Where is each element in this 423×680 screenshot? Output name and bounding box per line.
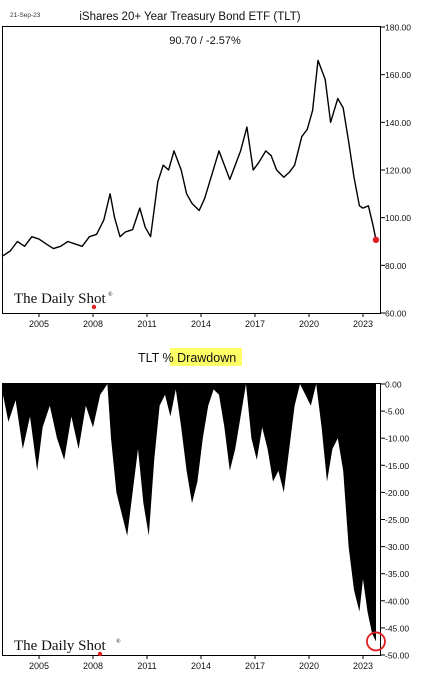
drawdown-y-tick-label: -40.00 [385, 596, 409, 606]
price-x-tick-label: 2020 [299, 319, 319, 329]
watermark-registered-mark-2: ® [116, 638, 121, 645]
price-plot-frame [2, 26, 381, 314]
drawdown-x-tick-label: 2023 [353, 661, 373, 671]
price-y-tick-label: 140.00 [385, 118, 411, 128]
drawdown-x-tick-label: 2017 [245, 661, 265, 671]
drawdown-y-tick-label: -35.00 [385, 569, 409, 579]
drawdown-x-tick-label: 2014 [191, 661, 211, 671]
drawdown-y-axis: 0.00 -5.00 -10.00 -15.00 -20.00 -25.00 -30.00 -… [381, 380, 409, 661]
price-x-tick-label: 2017 [245, 319, 265, 329]
drawdown-y-tick-label: -30.00 [385, 542, 409, 552]
price-y-axis: 60.00 80.00 100.00 120.00 140.00 160.00 180.00 [381, 23, 411, 319]
price-y-tick-label: 60.00 [385, 309, 407, 319]
drawdown-x-tick-label: 2008 [83, 661, 103, 671]
price-x-axis: 2005 2008 2011 2014 2017 2020 2023 [29, 313, 373, 329]
drawdown-x-tick-label: 2020 [299, 661, 319, 671]
watermark-dot [91, 304, 97, 310]
drawdown-y-tick-label: -15.00 [385, 461, 409, 471]
drawdown-watermark: The Daily Shot ® [14, 638, 121, 657]
price-chart-title: iShares 20+ Year Treasury Bond ETF (TLT) [79, 11, 300, 23]
watermark-dot-2 [97, 651, 103, 657]
price-x-tick-label: 2005 [29, 319, 49, 329]
price-x-tick-label: 2023 [353, 319, 373, 329]
drawdown-plot-frame [2, 383, 381, 656]
drawdown-x-axis: 2005 2008 2011 2014 2017 2020 2023 [29, 655, 373, 671]
drawdown-title-highlighted: Drawdown [177, 351, 236, 365]
drawdown-title-plain: TLT % [138, 351, 177, 365]
date-stamp: 21-Sep-23 [10, 12, 41, 19]
drawdown-area [3, 384, 376, 642]
watermark-text-2: The Daily Shot [14, 638, 106, 654]
drawdown-x-tick-label: 2005 [29, 661, 49, 671]
price-y-tick-label: 120.00 [385, 166, 411, 176]
watermark-registered-mark: ® [108, 291, 113, 298]
price-x-tick-label: 2008 [83, 319, 103, 329]
drawdown-y-tick-label: -20.00 [385, 488, 409, 498]
watermark-text: The Daily Shot [14, 291, 106, 307]
price-y-tick-label: 180.00 [385, 23, 411, 33]
price-last-point [372, 236, 380, 244]
drawdown-y-tick-label: -45.00 [385, 623, 409, 633]
drawdown-y-tick-label: -50.00 [385, 651, 409, 661]
price-y-tick-label: 100.00 [385, 213, 411, 223]
drawdown-chart-title: TLT % Drawdown [138, 351, 236, 365]
drawdown-title-highlight [170, 348, 242, 366]
price-x-tick-label: 2014 [191, 319, 211, 329]
price-series-line [2, 59, 377, 257]
drawdown-y-tick-label: -5.00 [385, 407, 405, 417]
drawdown-latest-circle [366, 631, 386, 652]
price-y-tick-label: 80.00 [385, 261, 407, 271]
drawdown-y-tick-label: -10.00 [385, 434, 409, 444]
price-x-tick-label: 2011 [137, 319, 156, 329]
price-y-tick-label: 160.00 [385, 70, 411, 80]
drawdown-x-tick-label: 2011 [137, 661, 156, 671]
price-chart-subtitle: 90.70 / -2.57% [169, 35, 241, 47]
price-watermark: The Daily Shot ® [14, 291, 113, 310]
drawdown-y-tick-label: -25.00 [385, 515, 409, 525]
drawdown-y-tick-label: 0.00 [385, 380, 402, 390]
